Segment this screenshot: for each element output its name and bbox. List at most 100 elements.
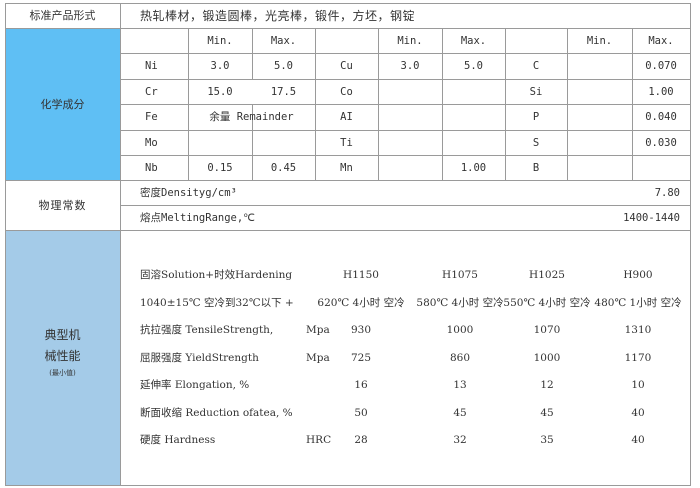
col-divider [315,28,316,180]
mechanical-value: 10 [631,379,645,391]
row-divider [5,28,691,29]
element-symbol: Fe [145,111,158,123]
column-header: Max. [460,35,487,47]
row-divider [5,180,691,181]
row-divider [120,205,690,206]
chemical-label-cell [5,28,120,180]
element-value: 3.0 [210,60,230,72]
row-divider [5,230,691,231]
mechanical-value: 40 [631,406,645,419]
element-value: 0.030 [645,137,677,149]
col-divider [632,28,633,180]
row-divider [120,53,690,54]
column-header: Max. [270,35,297,47]
border [5,3,6,486]
chemical-label: 化学成分 [40,98,85,111]
element-value: 0.070 [645,60,677,72]
mechanical-value: 45 [453,406,467,419]
mechanical-value: 50 [354,406,368,419]
mechanical-value: 550℃ 4小时 空冷 [503,296,591,309]
mechanical-value: 480℃ 1小时 空冷 [594,296,682,309]
mechanical-label-2: 械性能 [44,349,81,363]
physical-property-value: 7.80 [654,187,680,199]
mechanical-row-label: 1040±15℃ 空冷到32℃以下 + [140,296,294,309]
col-divider [188,28,189,180]
element-symbol: Nb [145,162,158,174]
column-header: Min. [397,35,423,47]
element-symbol: B [532,162,540,174]
mechanical-value: H1075 [442,269,478,281]
element-symbol: P [532,111,540,123]
element-symbol: Mo [145,137,158,149]
column-header: Max. [648,35,674,47]
mechanical-unit: Mpa [306,351,330,364]
mechanical-value: 860 [449,351,471,364]
col-divider [378,28,379,180]
column-header: Min. [207,35,233,47]
mechanical-label-cell [5,230,120,486]
col-divider [505,28,506,180]
element-value: 0.040 [645,111,677,123]
row-divider [5,485,691,486]
mechanical-value: 1000 [533,351,561,364]
mechanical-unit: Mpa [306,324,330,336]
mechanical-value: 13 [453,379,467,391]
mechanical-value: 930 [350,324,372,336]
element-symbol: Si [529,86,543,98]
mechanical-value: H1150 [343,269,379,281]
physical-property-name: 熔点MeltingRange,℃ [140,212,255,224]
element-value: 5.0 [464,60,483,72]
physical-property-value: 1400-1440 [623,212,680,224]
mechanical-value: 725 [350,351,372,364]
element-symbol: Cr [145,86,158,98]
element-value: 0.15 [207,162,233,174]
mechanical-value: 28 [354,434,368,446]
element-value: 3.0 [400,60,420,72]
element-value: 1.00 [648,86,674,98]
mechanical-row-label: 延伸率 Elongation, % [140,379,250,391]
mechanical-value: 1310 [624,324,652,336]
mechanical-value: 1000 [446,324,474,336]
mechanical-value: 1070 [533,324,561,336]
mechanical-label-note: (最小值) [49,369,76,377]
row-divider [120,130,690,131]
border [120,3,121,486]
mechanical-label-1: 典型机 [44,328,81,342]
col-divider [567,28,568,180]
element-symbol: Mn [340,162,353,174]
col-divider [252,104,253,180]
physical-label: 物理常数 [38,199,87,212]
mechanical-value: 1170 [624,351,652,364]
border [690,3,691,486]
element-value: 15.0 [207,86,233,98]
mechanical-value: H1025 [529,269,565,281]
row-divider [120,104,690,105]
element-value: 0.45 [270,162,297,174]
mechanical-value: 16 [354,379,368,391]
element-symbol: Ni [145,60,158,72]
mechanical-row-label: 固溶Solution+时效Hardening [140,269,293,281]
element-value: 5.0 [274,60,293,72]
mechanical-row-label: 断面收缩 Reduction ofatea, % [140,406,293,419]
mechanical-unit: HRC [306,434,332,446]
col-divider [252,28,253,79]
physical-property-name: 密度Densityg/cm³ [140,187,237,199]
element-symbol: S [532,137,540,149]
element-value: 17.5 [270,86,297,98]
mechanical-value: 45 [540,406,554,419]
mechanical-value: 12 [540,379,554,391]
mechanical-value: 580℃ 4小时 空冷 [416,296,504,309]
fe-remainder: 余量 Remainder [209,111,294,123]
element-symbol: Co [340,86,353,98]
col-divider [442,28,443,180]
mechanical-value: 35 [540,434,554,446]
mechanical-value: 32 [453,434,467,446]
element-value: 1.00 [460,162,487,174]
mechanical-row-label: 抗拉强度 TensileStrength, [140,324,274,336]
element-symbol: C [532,60,540,72]
mechanical-value: 620℃ 4小时 空冷 [317,296,405,309]
element-symbol: AI [340,111,353,123]
column-header: Min. [586,35,613,47]
row-divider [120,79,690,80]
element-symbol: Ti [340,137,353,149]
